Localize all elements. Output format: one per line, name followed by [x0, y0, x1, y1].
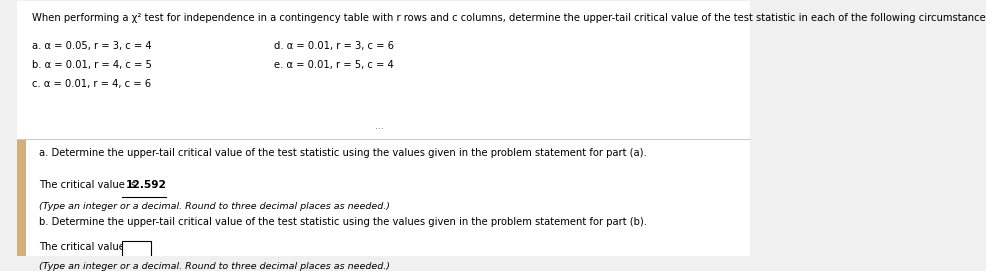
Text: e. α = 0.01, r = 5, c = 4: e. α = 0.01, r = 5, c = 4 [273, 60, 393, 70]
Text: The critical value is: The critical value is [39, 180, 139, 190]
Text: 12.592: 12.592 [126, 180, 167, 190]
Text: When performing a χ² test for independence in a contingency table with r rows an: When performing a χ² test for independen… [32, 13, 986, 23]
Text: a. Determine the upper-tail critical value of the test statistic using the value: a. Determine the upper-tail critical val… [39, 148, 646, 158]
Text: b. α = 0.01, r = 4, c = 5: b. α = 0.01, r = 4, c = 5 [32, 60, 152, 70]
FancyBboxPatch shape [17, 139, 749, 256]
Text: c. α = 0.01, r = 4, c = 6: c. α = 0.01, r = 4, c = 6 [32, 79, 151, 89]
FancyBboxPatch shape [122, 241, 151, 263]
Text: a. α = 0.05, r = 3, c = 4: a. α = 0.05, r = 3, c = 4 [32, 41, 151, 51]
Text: b. Determine the upper-tail critical value of the test statistic using the value: b. Determine the upper-tail critical val… [39, 217, 647, 227]
Text: ···: ··· [375, 124, 384, 134]
Text: (Type an integer or a decimal. Round to three decimal places as needed.): (Type an integer or a decimal. Round to … [39, 202, 389, 211]
Text: d. α = 0.01, r = 3, c = 6: d. α = 0.01, r = 3, c = 6 [273, 41, 393, 51]
FancyBboxPatch shape [17, 139, 26, 256]
Text: The critical value is: The critical value is [39, 243, 139, 252]
Text: (Type an integer or a decimal. Round to three decimal places as needed.): (Type an integer or a decimal. Round to … [39, 262, 389, 270]
FancyBboxPatch shape [17, 1, 749, 139]
